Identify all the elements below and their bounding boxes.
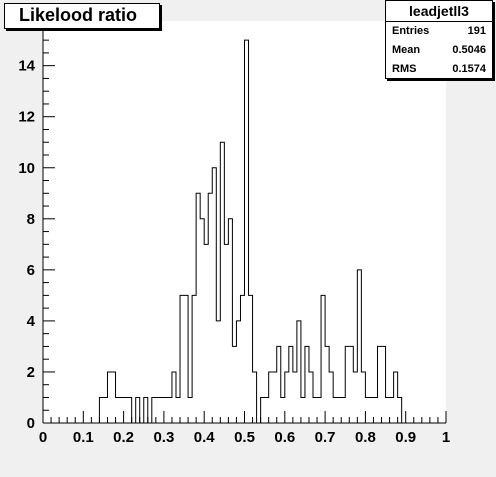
stats-histogram-name: leadjetll3 [386, 1, 492, 22]
x-tick-label: 0.9 [395, 429, 416, 446]
x-tick-label: 0.3 [153, 429, 174, 446]
stats-rms-value: 0.1574 [452, 63, 486, 75]
x-tick-label: 1 [442, 429, 450, 446]
y-tick-label: 10 [18, 160, 35, 177]
x-tick-label: 0.7 [315, 429, 336, 446]
x-tick-label: 0.2 [113, 429, 134, 446]
x-tick-label: 0.4 [194, 429, 216, 446]
y-tick-label: 6 [27, 262, 35, 279]
stats-mean-label: Mean [392, 44, 421, 56]
x-tick-label: 0 [39, 429, 47, 446]
stats-box: leadjetll3 Entries 191 Mean 0.5046 RMS 0… [385, 0, 493, 79]
x-tick-label: 0.6 [274, 429, 295, 446]
x-tick-label: 0.5 [234, 429, 255, 446]
stats-entries-row: Entries 191 [392, 25, 486, 37]
stats-entries-value: 191 [467, 25, 486, 37]
x-tick-label: 0.8 [355, 429, 376, 446]
histogram-outline [43, 39, 446, 424]
stats-entries-label: Entries [392, 25, 430, 37]
title-box: Likelood ratio [4, 3, 160, 29]
stats-mean-row: Mean 0.5046 [392, 44, 486, 56]
x-tick-label: 0.1 [73, 429, 94, 446]
chart-title: Likelood ratio [19, 5, 138, 25]
y-tick-label: 2 [27, 364, 35, 381]
y-tick-label: 8 [27, 211, 35, 228]
y-tick-label: 12 [18, 109, 35, 126]
stats-mean-value: 0.5046 [452, 44, 486, 56]
y-tick-label: 14 [18, 58, 35, 75]
y-tick-label: 0 [27, 415, 35, 432]
stats-rms-label: RMS [392, 63, 417, 75]
y-tick-label: 4 [27, 313, 36, 330]
stats-rms-row: RMS 0.1574 [392, 63, 486, 75]
